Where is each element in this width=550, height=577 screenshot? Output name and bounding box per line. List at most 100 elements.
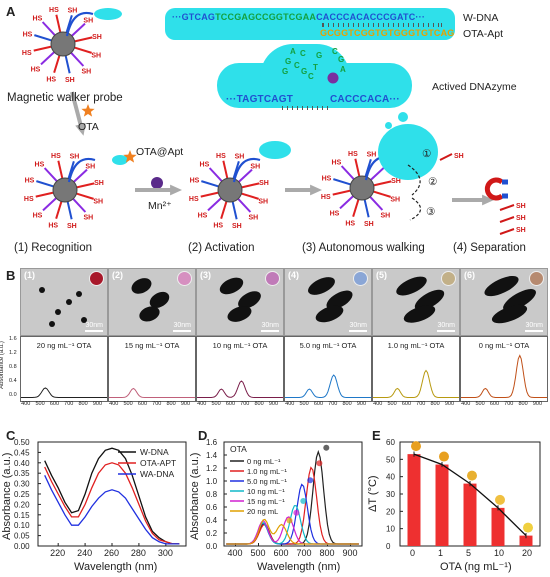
thiol-label: HS	[48, 222, 58, 229]
y-tick-label: 0.8	[9, 364, 17, 370]
thiol-strand	[53, 55, 61, 73]
y-tick-label: 0.35	[14, 469, 30, 478]
y-axis-label: Absorbance (a.u.)	[189, 453, 201, 540]
legend-title: OTA	[230, 444, 247, 454]
thiol-strand	[76, 192, 94, 200]
x-tick-label: 500	[475, 401, 485, 407]
x-tick-label: 600	[274, 548, 289, 558]
vial-marker	[411, 441, 421, 452]
loop-base: G	[301, 67, 307, 76]
x-tick-label: 220	[50, 548, 65, 558]
y-tick-label: 0.30	[14, 480, 30, 489]
spectrum-plot	[373, 369, 459, 398]
loop-base: G	[285, 57, 291, 66]
scale-bar: 30nm	[349, 322, 367, 332]
x-tick-label: 900	[180, 401, 191, 407]
thiol-strand	[33, 45, 52, 52]
thiol-label: SH	[364, 221, 374, 228]
x-tick-label: 400	[21, 401, 31, 407]
panel-d-label: D	[198, 428, 208, 443]
nanoparticle	[313, 302, 346, 326]
scale-bar: 30nm	[525, 322, 543, 332]
flow-arrow-head	[75, 122, 86, 136]
scale-bar: 30nm	[437, 322, 455, 332]
legend-label: 1.0 ng mL⁻¹	[247, 467, 287, 476]
tem-image: (1) 30nm	[20, 268, 108, 336]
thiol-strand	[34, 34, 52, 42]
spectrum-curve	[21, 387, 107, 398]
spectrum-curve	[285, 374, 371, 398]
thiol-strand	[232, 161, 240, 179]
x-tick-label: 0	[410, 548, 415, 558]
x-axis-label: Wavelength (nm)	[74, 561, 157, 573]
thiol-label: HS	[348, 151, 358, 158]
series-line	[44, 462, 180, 545]
uv-vis-spectrum: 1.0 ng mL⁻¹ OTA	[372, 336, 460, 402]
y-tick-label: 0.40	[14, 459, 30, 468]
y-tick-label: 0.10	[14, 521, 30, 530]
loop-base: T	[313, 63, 318, 72]
series-line	[44, 447, 180, 545]
y-tick-label: 0	[386, 542, 391, 551]
thiol-strand	[208, 167, 223, 182]
walker-strand	[65, 11, 94, 37]
tem-image: (4) 30nm	[284, 268, 372, 336]
x-tick-label: 500	[123, 401, 133, 407]
bubble-dot	[398, 112, 408, 122]
y-tick-label: 0.00	[14, 542, 30, 551]
x-tick-label: 1	[438, 548, 443, 558]
x-tick-label: 700	[297, 548, 312, 558]
thiol-label: HS	[330, 210, 340, 217]
loop-base: G	[282, 67, 288, 76]
thiol-strand	[74, 36, 93, 43]
thiol-strand	[72, 198, 87, 213]
thiol-label: SH	[67, 223, 77, 230]
tem-panel-number: (2)	[112, 270, 123, 280]
thiol-strand	[40, 51, 55, 66]
y-axis-label: ΔT (°C)	[367, 475, 379, 512]
step-autonomous-walking: (3) Autonomous walking	[302, 242, 425, 254]
y-tick-label: 0.4	[9, 378, 17, 384]
nanoparticle	[217, 274, 246, 298]
y-tick-label: 0.15	[14, 511, 30, 520]
x-tick-label: 5	[466, 548, 471, 558]
ota-concentration-label: 1.0 ng mL⁻¹ OTA	[387, 341, 445, 350]
y-tick-label: 1.2	[206, 464, 218, 473]
thiol-strand	[352, 199, 360, 217]
ota-concentration-label: 20 ng mL⁻¹ OTA	[36, 341, 92, 350]
y-tick-label: 0.0	[206, 542, 218, 551]
thiol-strand	[373, 180, 392, 187]
panel-e-label: E	[372, 428, 381, 443]
thiol-label: HS	[189, 196, 199, 203]
tem-panel-number: (4)	[288, 270, 299, 280]
legend-label: 0 ng mL⁻¹	[247, 457, 281, 466]
thiol-strand	[241, 182, 260, 189]
x-tick-label: 600	[225, 401, 236, 407]
panel-b-tem-spectra: (1) 30nm 20 ng mL⁻¹ OTA 400 500 600 700 800 900 (…	[0, 0, 550, 420]
x-tick-label: 400	[461, 401, 471, 407]
thiol-strand	[41, 21, 56, 36]
x-tick-label: 900	[343, 548, 358, 558]
thiol-strand	[36, 180, 54, 188]
magnetic-bead-icon	[349, 175, 375, 201]
magnetic-bead-icon	[50, 31, 76, 57]
x-tick-label: 600	[401, 401, 412, 407]
w-dna-sequence: ···GTCAGTCCGAGCCGGTCGAACACCCACACCCGATC··…	[172, 12, 426, 22]
walker-strand	[67, 157, 96, 183]
y-tick-label: 1.6	[206, 438, 218, 447]
y-tick-label: 1.2	[9, 350, 17, 356]
y-tick-label: 40	[386, 473, 395, 482]
tem-panel-number: (5)	[376, 270, 387, 280]
x-tick-label: 20	[522, 548, 532, 558]
solution-vial-icon	[441, 271, 456, 286]
strand-tip	[94, 8, 122, 20]
thiol-label: HS	[46, 76, 56, 83]
flow-arrow	[70, 91, 84, 131]
thiol-label: SH	[454, 153, 464, 160]
y-axis-label: Absorbance (a.u.)	[1, 453, 13, 540]
dnazyme-right-arm: CACCCACA···	[330, 94, 400, 105]
scale-bar: 30nm	[173, 322, 191, 332]
y-tick-label: 0.45	[14, 448, 30, 457]
